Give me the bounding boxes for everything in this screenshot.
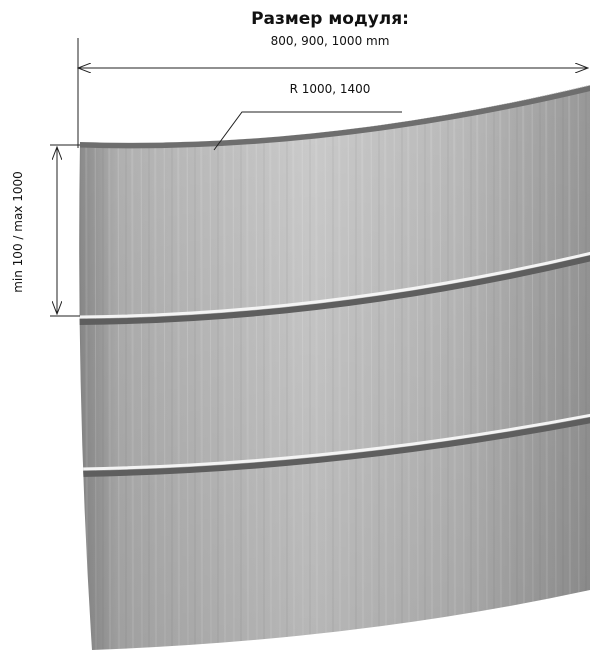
subtitle: 800, 900, 1000 mm bbox=[271, 34, 390, 48]
radius-leader bbox=[213, 111, 402, 151]
radius-label: R 1000, 1400 bbox=[290, 82, 371, 96]
title: Размер модуля: bbox=[251, 9, 409, 29]
height-label: min 100 / max 1000 bbox=[11, 171, 25, 293]
